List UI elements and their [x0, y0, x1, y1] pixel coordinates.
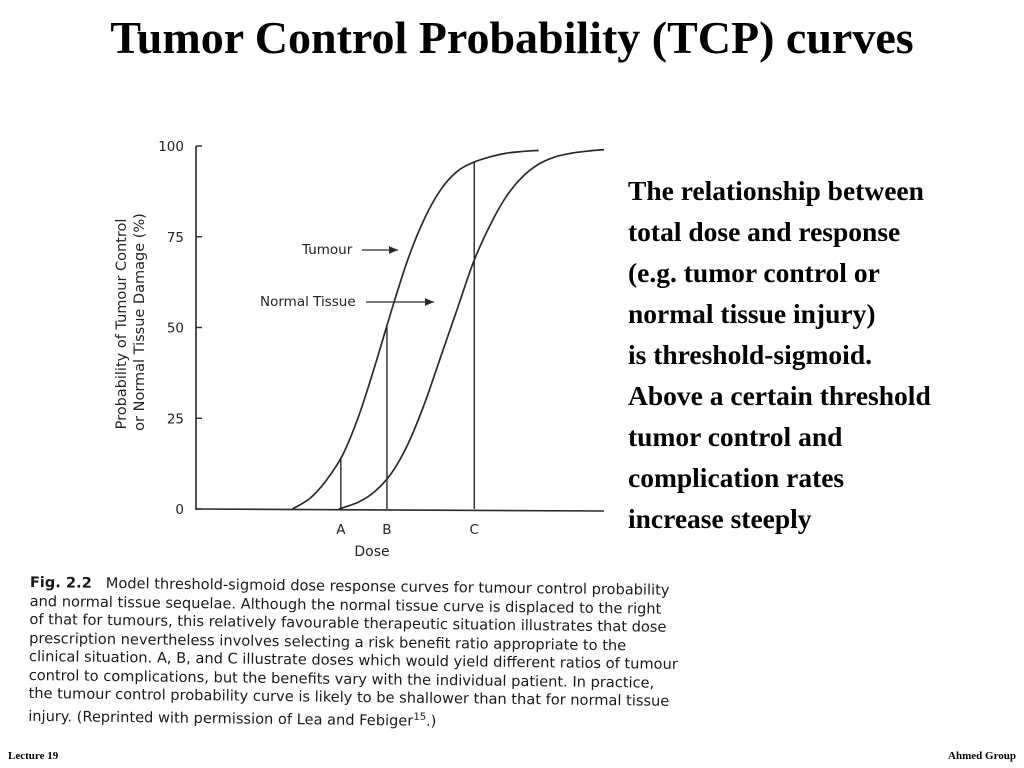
body-line: The relationship between — [628, 175, 924, 206]
caption-text: Model threshold-sigmoid dose response cu… — [28, 574, 678, 730]
annotation-tumour: Tumour — [301, 242, 353, 258]
footer-lecture: Lecture 19 — [8, 750, 59, 762]
x-axis-line — [195, 508, 605, 512]
body-line: total dose and response — [628, 216, 901, 247]
x-axis-label: Dose — [354, 544, 389, 560]
y-tick-label: 25 — [167, 411, 184, 427]
y-axis-label-line2: or Normal Tissue Damage (%) — [132, 213, 148, 431]
body-line: (e.g. tumor control or — [628, 257, 880, 288]
caption-reference: 15 — [413, 711, 427, 723]
body-line: tumor control and — [628, 421, 843, 452]
y-tick-label: 75 — [167, 230, 184, 246]
normal-tissue-curve — [338, 148, 605, 510]
dose-drop-lines — [340, 162, 475, 509]
tumour-curve — [291, 149, 539, 510]
annotation-normal-tissue: Normal Tissue — [260, 294, 356, 310]
body-line: Above a certain threshold — [628, 380, 931, 411]
y-tick-label: 100 — [158, 139, 184, 155]
y-tick-label: 0 — [175, 502, 184, 518]
curve-annotations: Tumour Normal Tissue — [260, 242, 434, 310]
x-ticks: A B C — [336, 522, 479, 538]
x-tick-label: C — [470, 522, 479, 538]
figure-label: Fig. 2.2 — [29, 574, 92, 592]
slide-title: Tumor Control Probability (TCP) curves — [110, 12, 914, 63]
y-ticks: 0 25 50 75 100 — [158, 139, 202, 518]
caption-text-end: .) — [425, 712, 437, 730]
body-line: is threshold-sigmoid. — [628, 339, 872, 370]
y-axis-label-line1: Probability of Tumour Control — [114, 219, 130, 430]
body-line: increase steeply — [628, 503, 812, 534]
body-line: normal tissue injury) — [628, 298, 876, 329]
chart-axes — [195, 146, 605, 512]
slide-body-text: The relationship between total dose and … — [628, 170, 1018, 539]
y-tick-label: 50 — [167, 321, 184, 337]
chart-curves — [291, 148, 605, 510]
x-tick-label: A — [336, 522, 346, 538]
x-tick-label: B — [382, 522, 391, 538]
footer-group: Ahmed Group — [948, 750, 1016, 762]
body-line: complication rates — [628, 462, 845, 493]
figure-caption: Fig. 2.2 Model threshold-sigmoid dose res… — [28, 574, 680, 734]
